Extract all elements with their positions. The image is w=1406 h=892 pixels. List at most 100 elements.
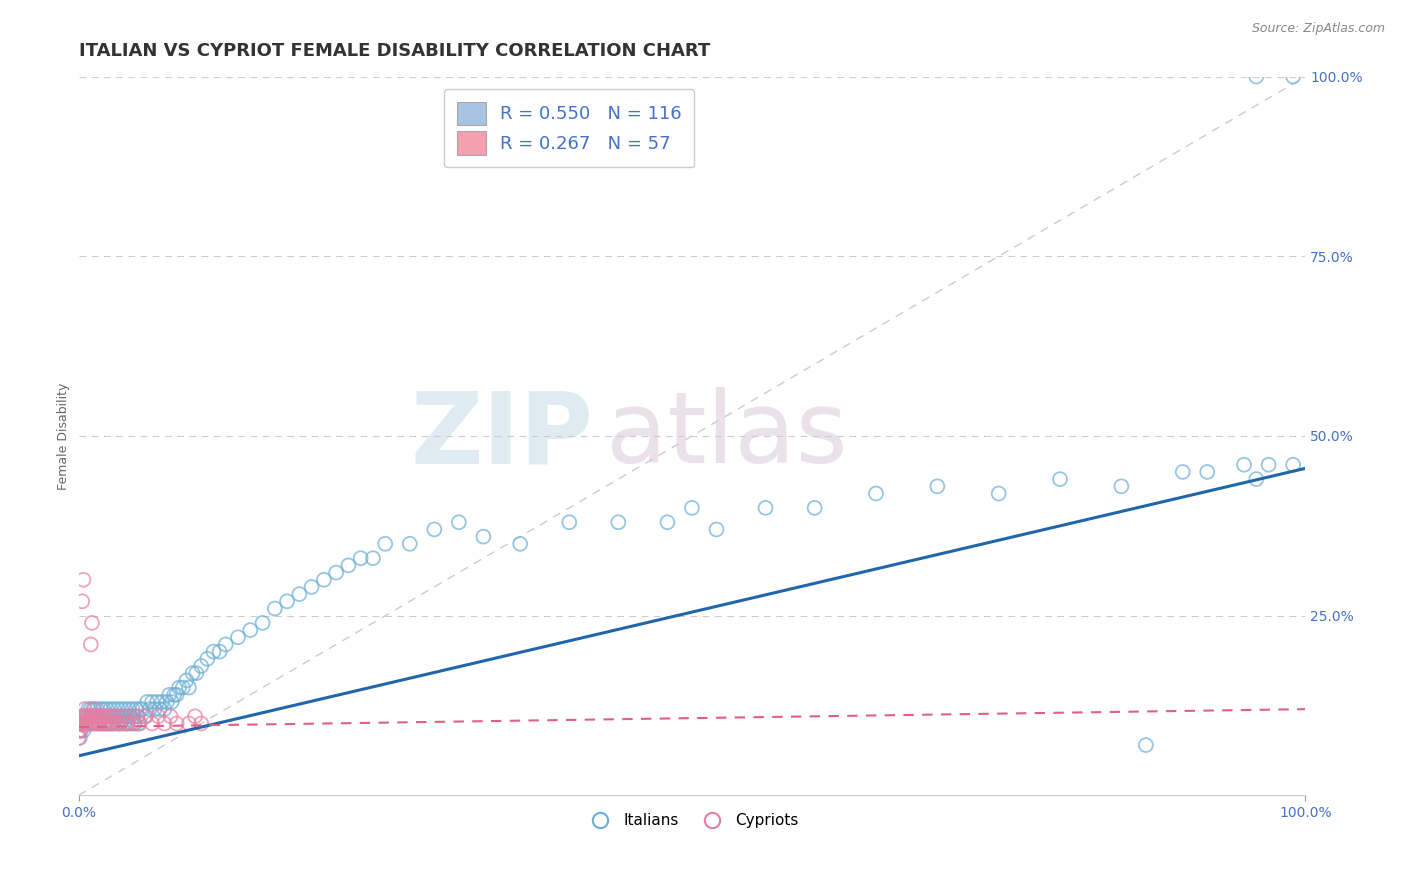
Point [98, 716, 121, 731]
Point [120, 716, 142, 731]
Point [146, 695, 169, 709]
Point [104, 709, 127, 723]
Point [94, 716, 117, 731]
Point [80, 709, 103, 723]
Point [114, 716, 136, 731]
Point [312, 573, 335, 587]
Point [184, 709, 207, 723]
Point [72, 723, 94, 738]
Point [100, 716, 122, 731]
Point [70, 723, 93, 738]
Point [117, 716, 139, 731]
Point [100, 709, 122, 723]
Point [447, 515, 470, 529]
Point [125, 702, 148, 716]
Point [98, 709, 121, 723]
Point [111, 709, 134, 723]
Point [90, 709, 112, 723]
Point [96, 702, 118, 716]
Point [276, 594, 298, 608]
Point [76, 709, 98, 723]
Point [706, 523, 728, 537]
Point [128, 716, 150, 731]
Point [558, 515, 581, 529]
Point [117, 716, 139, 731]
Point [190, 659, 212, 673]
Point [301, 580, 323, 594]
Point [163, 688, 186, 702]
Point [115, 709, 138, 723]
Point [138, 702, 160, 716]
Point [97, 709, 120, 723]
Point [107, 716, 129, 731]
Point [80, 709, 103, 723]
Point [91, 702, 114, 716]
Point [657, 515, 679, 529]
Point [987, 486, 1010, 500]
Point [186, 666, 208, 681]
Point [87, 716, 110, 731]
Point [90, 702, 112, 716]
Point [141, 716, 163, 731]
Point [79, 709, 101, 723]
Point [263, 601, 285, 615]
Point [177, 681, 200, 695]
Point [208, 645, 231, 659]
Point [181, 666, 204, 681]
Point [131, 702, 153, 716]
Point [86, 709, 108, 723]
Point [166, 688, 188, 702]
Text: ZIP: ZIP [411, 387, 593, 484]
Point [150, 695, 173, 709]
Point [70, 716, 93, 731]
Point [1171, 465, 1194, 479]
Point [83, 702, 105, 716]
Point [1233, 458, 1256, 472]
Point [1282, 70, 1305, 84]
Point [1257, 458, 1279, 472]
Point [350, 551, 373, 566]
Point [70, 594, 93, 608]
Point [100, 709, 122, 723]
Point [167, 681, 190, 695]
Point [135, 709, 157, 723]
Point [77, 702, 100, 716]
Point [96, 709, 118, 723]
Point [226, 630, 249, 644]
Point [122, 709, 145, 723]
Point [177, 716, 200, 731]
Legend: Italians, Cypriots: Italians, Cypriots [579, 807, 804, 835]
Point [124, 716, 146, 731]
Point [202, 645, 225, 659]
Text: ITALIAN VS CYPRIOT FEMALE DISABILITY CORRELATION CHART: ITALIAN VS CYPRIOT FEMALE DISABILITY COR… [79, 42, 710, 60]
Point [107, 702, 129, 716]
Point [91, 716, 114, 731]
Point [89, 709, 111, 723]
Point [121, 702, 143, 716]
Point [166, 716, 188, 731]
Point [803, 500, 825, 515]
Point [80, 615, 103, 630]
Point [103, 702, 125, 716]
Point [70, 709, 93, 723]
Point [105, 716, 128, 731]
Point [72, 573, 94, 587]
Point [337, 558, 360, 573]
Point [398, 537, 420, 551]
Point [94, 716, 117, 731]
Point [82, 709, 104, 723]
Point [80, 637, 103, 651]
Point [69, 723, 91, 738]
Point [83, 716, 105, 731]
Point [141, 695, 163, 709]
Point [104, 709, 127, 723]
Point [87, 716, 110, 731]
Point [288, 587, 311, 601]
Point [93, 709, 115, 723]
Point [67, 716, 90, 731]
Point [101, 716, 124, 731]
Point [122, 716, 145, 731]
Point [82, 702, 104, 716]
Point [143, 702, 166, 716]
Point [509, 537, 531, 551]
